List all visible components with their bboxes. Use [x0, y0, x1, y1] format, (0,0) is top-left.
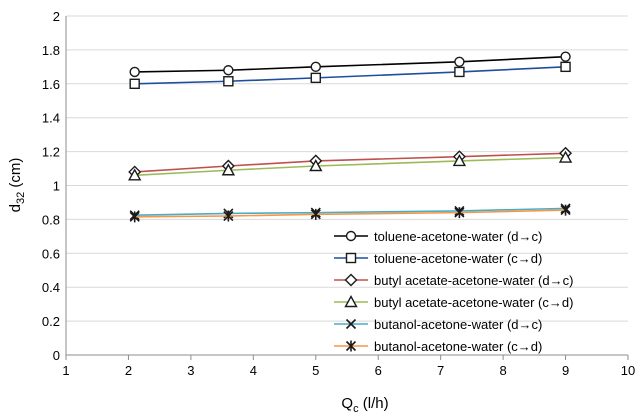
legend-marker	[344, 295, 358, 308]
legend-label: toluene-acetone-water (c→d)	[374, 251, 542, 266]
data-point	[309, 159, 323, 172]
legend-item-6: butanol-acetone-water (c→d)	[334, 339, 542, 354]
legend-item-2: toluene-acetone-water (c→d)	[334, 251, 542, 266]
x-tick-label: 2	[125, 363, 132, 378]
y-tick-label: 1.6	[42, 77, 60, 92]
y-tick-label: 2	[53, 9, 60, 24]
data-point	[560, 61, 571, 73]
legend-label: toluene-acetone-water (d→c)	[374, 229, 542, 244]
x-tick-label: 3	[187, 363, 194, 378]
legend-item-3: butyl acetate-acetone-water (d→c)	[334, 273, 573, 288]
legend-marker	[344, 273, 358, 287]
data-point	[223, 210, 234, 222]
legend-item-5: butanol-acetone-water (d→c)	[334, 317, 542, 332]
x-axis-title: Qc (l/h)	[341, 395, 388, 412]
data-point	[129, 211, 140, 223]
y-tick-label: 0.6	[42, 246, 60, 261]
x-tick-label: 8	[499, 363, 506, 378]
x-tick-label: 6	[375, 363, 382, 378]
y-axis-title: d32 (cm)	[7, 158, 27, 213]
legend-marker	[345, 252, 357, 264]
legend: toluene-acetone-water (d→c) toluene-aceto…	[334, 229, 573, 354]
data-point	[221, 163, 236, 176]
series-line	[134, 152, 566, 173]
y-tick-label: 0.8	[42, 212, 60, 227]
data-point	[452, 153, 467, 167]
legend-item-4: butyl acetate-acetone-water (c→d)	[334, 295, 573, 310]
y-tick-label: 0.4	[42, 280, 60, 295]
data-point	[560, 204, 571, 216]
series-4	[128, 150, 573, 181]
series-group	[128, 51, 573, 223]
legend-item-1: toluene-acetone-water (d→c)	[334, 229, 542, 244]
x-tick-label: 9	[562, 363, 569, 378]
series-1	[129, 51, 571, 78]
legend-label: butyl acetate-acetone-water (c→d)	[374, 295, 573, 310]
y-tick-label: 0.2	[42, 314, 60, 329]
data-point	[310, 61, 321, 73]
series-3	[128, 146, 573, 179]
x-tick-label: 1	[62, 363, 69, 378]
data-point	[558, 150, 573, 163]
legend-label: butanol-acetone-water (c→d)	[374, 339, 542, 354]
data-point	[454, 56, 465, 67]
data-point	[310, 208, 321, 220]
y-tick-label: 1	[53, 179, 60, 194]
y-tick-label: 0	[53, 348, 60, 363]
x-tick-label: 5	[312, 363, 319, 378]
data-point	[454, 207, 465, 219]
gridlines	[66, 15, 628, 322]
y-tick-label: 1.8	[42, 43, 60, 58]
series-2	[129, 61, 571, 90]
data-point	[560, 51, 571, 62]
axes: 0 0.2 0.4 0.6 0.8 1 1.2 1.4 1.6 1.8 2 1 2 3 4 5 6 7 8 9 10	[42, 9, 635, 378]
x-tick-label: 7	[437, 363, 444, 378]
legend-label: butanol-acetone-water (d→c)	[374, 317, 542, 332]
data-point	[310, 72, 321, 84]
data-point	[129, 66, 140, 78]
x-tick-label: 10	[621, 363, 635, 378]
data-point	[223, 65, 234, 76]
legend-marker	[345, 318, 357, 330]
data-point	[128, 168, 142, 181]
legend-marker	[345, 340, 357, 352]
legend-label: butyl acetate-acetone-water (d→c)	[374, 273, 573, 288]
y-tick-label: 1.4	[42, 111, 60, 126]
data-point	[454, 66, 465, 78]
series-6	[129, 204, 571, 223]
legend-marker	[345, 230, 357, 242]
data-point	[223, 76, 234, 87]
data-point	[129, 78, 140, 90]
x-tick-label: 4	[250, 363, 257, 378]
y-tick-label: 1.2	[42, 145, 60, 160]
series-line	[134, 66, 566, 85]
